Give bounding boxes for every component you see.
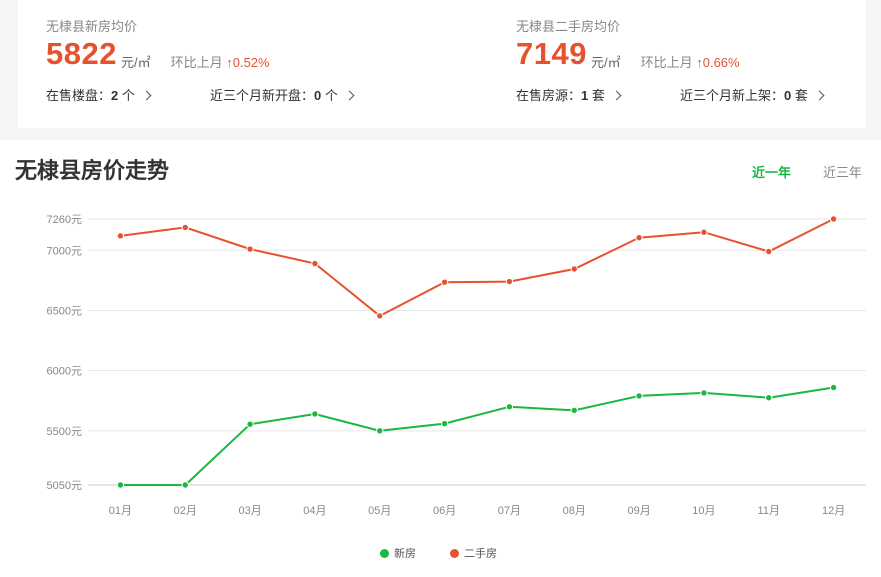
new-house-mom: 环比上月 ↑0.52%: [171, 52, 270, 71]
legend-item-second[interactable]: 二手房: [450, 545, 497, 561]
new-openings-link[interactable]: 近三个月新开盘：0 个: [210, 85, 355, 104]
data-point: [440, 278, 449, 286]
data-point: [700, 228, 708, 236]
x-tick-label: 01月: [109, 505, 132, 517]
data-point: [440, 419, 449, 428]
y-tick-label: 7260元: [47, 214, 82, 226]
new-listings-label: 近三个月新上架：: [680, 88, 785, 103]
new-listings-unit: 套: [794, 88, 808, 103]
new-house-mom-value: ↑0.52%: [226, 55, 270, 70]
y-tick-label: 6000元: [47, 366, 82, 378]
x-tick-label: 08月: [563, 505, 586, 517]
data-point: [376, 312, 384, 320]
data-point: [570, 406, 578, 415]
trend-section: 无棣县房价走势 近一年 近三年: [0, 140, 881, 577]
chevron-right-icon: [814, 90, 825, 101]
new-listings-count: 0: [784, 88, 792, 103]
legend-label-second: 二手房: [464, 548, 497, 560]
on-sale-projects-unit: 个: [121, 88, 135, 103]
listings-label: 在售房源：: [516, 88, 582, 103]
series-line-new: [120, 386, 834, 486]
y-tick-label: 6500元: [47, 305, 82, 317]
data-point: [700, 389, 708, 397]
new-house-on-sale-link[interactable]: 在售楼盘：2 个: [46, 85, 152, 104]
data-point: [635, 392, 643, 400]
x-tick-label: 09月: [627, 505, 650, 517]
data-point: [246, 420, 254, 428]
data-point: [311, 259, 319, 268]
chevron-right-icon: [611, 90, 622, 101]
data-point: [311, 410, 319, 418]
y-tick-label: 5050元: [47, 480, 82, 492]
on-sale-projects-label: 在售楼盘：: [46, 88, 112, 103]
legend-label-new: 新房: [394, 548, 416, 560]
price-trend-chart: 5050元 5500元 6000元 6500元 7000元 7260元 01月 02月 03月 0…: [47, 214, 866, 517]
new-openings-count: 0: [314, 88, 322, 103]
new-listings-link[interactable]: 近三个月新上架：0 套: [680, 85, 825, 104]
x-tick-label: 06月: [433, 505, 456, 517]
new-openings-unit: 个: [324, 88, 338, 103]
new-house-mom-label: 环比上月: [170, 55, 223, 70]
data-point: [829, 215, 838, 223]
x-tick-label: 02月: [174, 505, 197, 517]
price-summary-card: 无棣县新房均价 5822 元/㎡ 环比上月 ↑0.52% 在售楼盘：2 个 近三…: [18, 0, 866, 128]
legend-item-new[interactable]: 新房: [380, 545, 416, 561]
x-tick-label: 04月: [303, 505, 326, 517]
trend-title: 无棣县房价走势: [15, 158, 170, 183]
data-point: [570, 265, 578, 273]
x-tick-label: 10月: [692, 505, 715, 517]
data-point: [116, 232, 125, 240]
data-point: [635, 233, 643, 242]
x-tick-label: 12月: [822, 505, 845, 517]
data-point: [181, 223, 189, 232]
x-tick-label: 07月: [498, 505, 521, 517]
x-tick-label: 03月: [238, 505, 261, 517]
second-hand-price-unit: 元/㎡: [590, 55, 621, 70]
series-line-second: [120, 218, 835, 318]
y-tick-label: 5500元: [47, 426, 82, 438]
second-hand-mom-label: 环比上月: [640, 55, 693, 70]
on-sale-projects-count: 2: [111, 88, 119, 103]
new-house-price-label: 无棣县新房均价: [46, 19, 138, 34]
second-hand-mom: 环比上月 ↑0.66%: [641, 52, 740, 71]
x-tick-label: 05月: [368, 505, 391, 517]
y-tick-label: 7000元: [47, 245, 82, 257]
listings-unit: 套: [591, 88, 605, 103]
second-hand-price-label: 无棣县二手房均价: [516, 19, 621, 34]
data-point: [829, 383, 838, 392]
data-point: [505, 403, 514, 411]
chevron-right-icon: [344, 90, 355, 101]
data-point: [246, 245, 254, 253]
data-point: [505, 277, 514, 286]
chevron-right-icon: [141, 90, 152, 101]
new-house-price: 5822: [46, 36, 117, 71]
second-hand-listings-link[interactable]: 在售房源：1 套: [516, 85, 622, 104]
data-point: [765, 394, 773, 402]
listings-count: 1: [581, 88, 589, 103]
data-point: [116, 481, 125, 489]
data-point: [765, 247, 773, 256]
new-house-price-unit: 元/㎡: [120, 55, 151, 70]
second-hand-mom-value: ↑0.66%: [696, 55, 740, 70]
data-point: [181, 481, 189, 489]
new-openings-label: 近三个月新开盘：: [210, 88, 315, 103]
legend-dot-second: [450, 548, 459, 558]
second-hand-price: 7149: [516, 36, 587, 71]
tab-one-year[interactable]: 近一年: [752, 165, 792, 180]
data-point: [376, 427, 384, 435]
x-tick-label: 11月: [758, 505, 780, 517]
tab-three-years[interactable]: 近三年: [823, 165, 863, 180]
legend-dot-new: [380, 548, 389, 558]
